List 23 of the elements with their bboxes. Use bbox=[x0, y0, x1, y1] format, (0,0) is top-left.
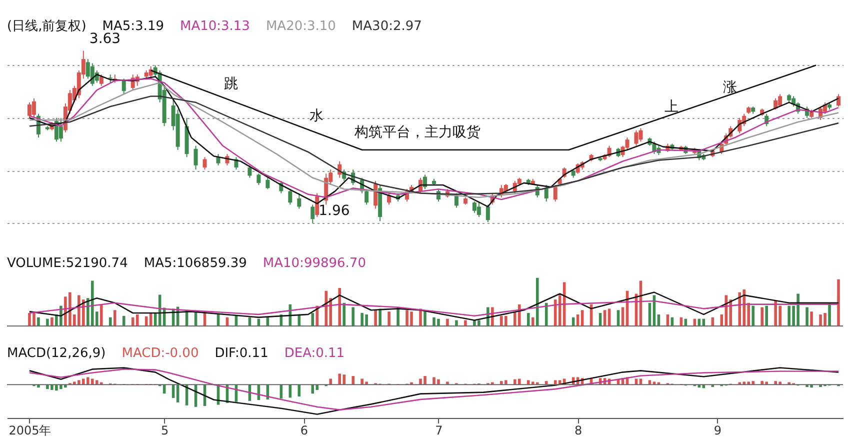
text: MA30:2.97 bbox=[352, 19, 422, 34]
chart-title: (日线,前复权) bbox=[7, 19, 86, 34]
annotation: 1.96 bbox=[318, 203, 350, 220]
annotation: 跳 bbox=[224, 76, 238, 92]
annotation: 上 bbox=[664, 98, 679, 115]
text: MA10:99896.70 bbox=[262, 256, 366, 271]
x-tick-label: 5 bbox=[160, 424, 169, 438]
annotation: 构筑平台，主力吸货 bbox=[354, 124, 481, 141]
chart-title: VOLUME:52190.74 bbox=[7, 256, 128, 271]
text: MA10:3.13 bbox=[180, 19, 250, 34]
x-tick-label: 7 bbox=[435, 424, 443, 438]
x-tick-label: 2005年 bbox=[8, 424, 52, 438]
x-tick-label: 9 bbox=[714, 424, 722, 438]
x-tick-label: 6 bbox=[300, 424, 308, 438]
text: MA5:106859.39 bbox=[144, 256, 247, 271]
x-tick-label: 8 bbox=[574, 424, 582, 438]
series-label: MACD:-0.00 bbox=[122, 346, 199, 361]
chart-title: MACD(12,26,9) bbox=[7, 346, 106, 361]
annotation: 水 bbox=[310, 108, 324, 124]
text: DEA:0.11 bbox=[284, 346, 345, 361]
text: MA20:3.10 bbox=[266, 19, 336, 34]
annotation: 涨 bbox=[723, 79, 738, 96]
text: DIF:0.11 bbox=[214, 346, 268, 361]
